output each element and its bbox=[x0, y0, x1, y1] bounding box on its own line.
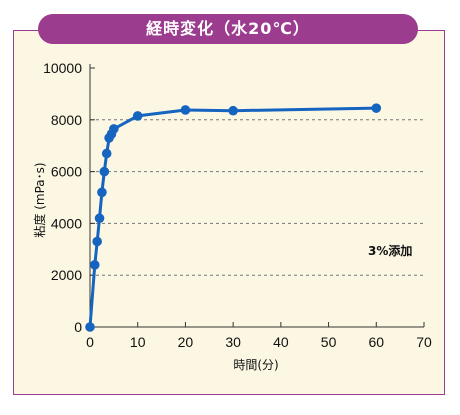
y-tick-label: 4000 bbox=[51, 215, 82, 231]
data-point bbox=[371, 103, 382, 113]
x-tick-label: 70 bbox=[416, 334, 432, 350]
x-tick-label: 60 bbox=[368, 334, 384, 350]
data-point bbox=[228, 105, 238, 116]
data-point bbox=[85, 322, 95, 332]
data-point bbox=[101, 148, 112, 159]
y-tick-label: 2000 bbox=[51, 267, 82, 283]
axes bbox=[89, 64, 425, 328]
grid-lines bbox=[90, 119, 424, 276]
series-line bbox=[88, 106, 377, 328]
data-point bbox=[92, 236, 102, 247]
x-tick-label: 50 bbox=[321, 334, 337, 350]
x-tick-label: 20 bbox=[178, 334, 194, 350]
x-tick-label: 10 bbox=[130, 334, 146, 350]
data-point bbox=[94, 213, 105, 224]
x-tick-label: 0 bbox=[86, 334, 94, 350]
x-tick-label: 30 bbox=[225, 334, 241, 350]
data-point bbox=[180, 105, 191, 115]
y-tick-label: 6000 bbox=[51, 164, 82, 180]
chart-title: 経時変化（水20℃） bbox=[38, 14, 418, 44]
tick-labels: 0 2000 4000 6000 8000 10000 0 10 20 30 40 50 60 70 bbox=[43, 60, 432, 350]
y-tick-label: 8000 bbox=[51, 112, 82, 128]
chart-panel bbox=[13, 30, 445, 395]
y-axis-label: 粘度 (mPa･s) bbox=[32, 162, 47, 237]
data-point bbox=[89, 260, 100, 270]
data-point bbox=[109, 124, 119, 134]
y-tick-label: 0 bbox=[74, 319, 82, 335]
data-series bbox=[85, 103, 382, 332]
data-point bbox=[132, 111, 143, 121]
x-axis-label: 時間(分) bbox=[233, 358, 278, 372]
y-tick-label: 10000 bbox=[43, 60, 82, 76]
data-point bbox=[97, 187, 107, 198]
concentration-annotation: 3%添加 bbox=[368, 243, 412, 258]
x-tick-label: 40 bbox=[273, 334, 289, 350]
data-point bbox=[99, 166, 110, 177]
